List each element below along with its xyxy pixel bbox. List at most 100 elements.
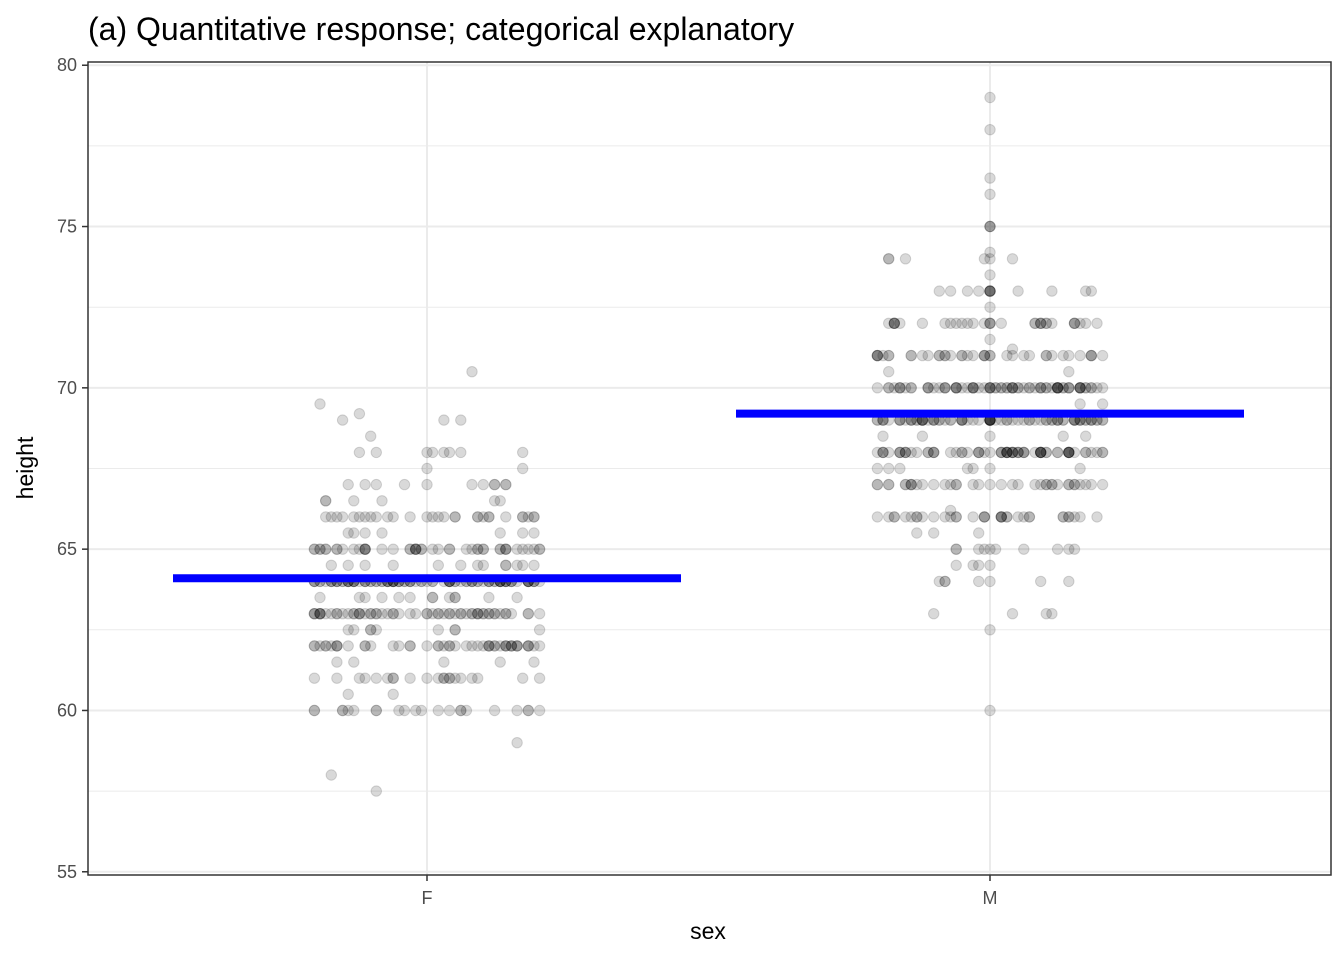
minor-gridlines xyxy=(88,145,1331,792)
data-point xyxy=(381,511,394,523)
data-point xyxy=(308,543,321,555)
data-point xyxy=(984,269,996,281)
data-point xyxy=(522,543,534,555)
data-point xyxy=(1068,317,1081,329)
data-point xyxy=(1001,382,1013,394)
data-point xyxy=(517,527,529,539)
data-point xyxy=(899,446,912,459)
data-point xyxy=(1068,317,1081,329)
data-point xyxy=(916,478,929,491)
data-point xyxy=(494,608,506,620)
data-point xyxy=(995,446,1007,459)
data-point xyxy=(432,543,444,555)
data-point xyxy=(933,382,945,394)
data-point xyxy=(483,640,495,652)
data-point xyxy=(1051,382,1064,394)
data-point xyxy=(1006,446,1019,459)
data-point xyxy=(894,382,906,394)
data-point xyxy=(348,608,360,620)
data-point xyxy=(500,608,512,620)
data-point xyxy=(933,575,945,588)
data-point xyxy=(1080,285,1092,297)
data-point xyxy=(1001,446,1013,459)
data-point xyxy=(1051,543,1064,555)
data-point xyxy=(517,446,529,459)
data-point xyxy=(883,478,895,491)
data-point xyxy=(995,511,1007,523)
data-point xyxy=(984,382,996,394)
data-point xyxy=(995,446,1007,459)
data-point xyxy=(950,317,962,329)
data-point xyxy=(1096,382,1109,394)
major-gridlines xyxy=(88,62,1331,875)
data-point xyxy=(984,317,996,329)
data-point xyxy=(1018,446,1030,459)
data-point xyxy=(871,349,884,362)
data-point xyxy=(939,575,951,588)
data-point xyxy=(883,253,895,265)
data-point xyxy=(370,608,382,620)
data-point xyxy=(421,511,433,523)
data-point xyxy=(1006,446,1019,459)
data-point xyxy=(348,495,360,507)
data-point xyxy=(477,543,489,555)
data-point xyxy=(466,543,478,555)
data-point xyxy=(517,559,529,571)
data-point xyxy=(1046,478,1058,491)
data-point xyxy=(415,704,428,717)
data-point xyxy=(939,349,951,362)
data-point xyxy=(984,317,996,329)
data-point xyxy=(443,672,456,684)
data-point xyxy=(410,543,422,555)
data-point xyxy=(883,317,895,329)
data-point xyxy=(342,478,354,491)
data-point xyxy=(314,398,326,410)
data-point xyxy=(871,349,884,362)
data-point xyxy=(455,559,467,571)
data-point xyxy=(1051,446,1064,459)
data-point xyxy=(460,704,473,717)
data-point xyxy=(883,349,895,362)
data-point xyxy=(308,608,321,620)
data-point xyxy=(967,478,979,491)
data-point xyxy=(894,462,906,475)
data-point xyxy=(989,382,1002,394)
data-point xyxy=(989,382,1002,394)
data-point xyxy=(1040,317,1053,329)
data-point xyxy=(325,608,337,620)
data-point xyxy=(353,672,366,684)
data-point xyxy=(500,640,512,652)
data-point xyxy=(1006,446,1019,459)
data-point xyxy=(331,656,343,668)
data-point xyxy=(978,349,991,362)
data-point xyxy=(1035,446,1047,459)
data-point xyxy=(1001,511,1013,523)
data-point xyxy=(438,656,450,668)
data-point xyxy=(1091,382,1103,394)
data-point xyxy=(353,408,366,420)
data-point xyxy=(1006,382,1019,394)
data-point xyxy=(308,640,321,652)
data-point xyxy=(483,591,495,604)
data-point xyxy=(342,527,354,539)
data-point xyxy=(944,504,957,517)
data-point xyxy=(916,349,929,362)
data-point xyxy=(956,317,968,329)
data-point xyxy=(314,543,326,555)
data-point xyxy=(449,591,461,604)
data-point xyxy=(528,527,540,539)
data-point xyxy=(1035,382,1047,394)
data-point xyxy=(1063,478,1075,491)
data-point xyxy=(956,446,968,459)
data-point xyxy=(877,446,889,459)
data-point xyxy=(1074,382,1086,394)
data-point xyxy=(365,608,377,620)
data-point xyxy=(331,672,343,684)
y-tick-label: 70 xyxy=(57,378,77,398)
data-point xyxy=(995,382,1007,394)
data-point xyxy=(1068,478,1081,491)
data-point xyxy=(967,462,979,475)
data-point xyxy=(455,704,467,717)
data-point xyxy=(950,543,962,555)
data-point xyxy=(443,704,456,717)
